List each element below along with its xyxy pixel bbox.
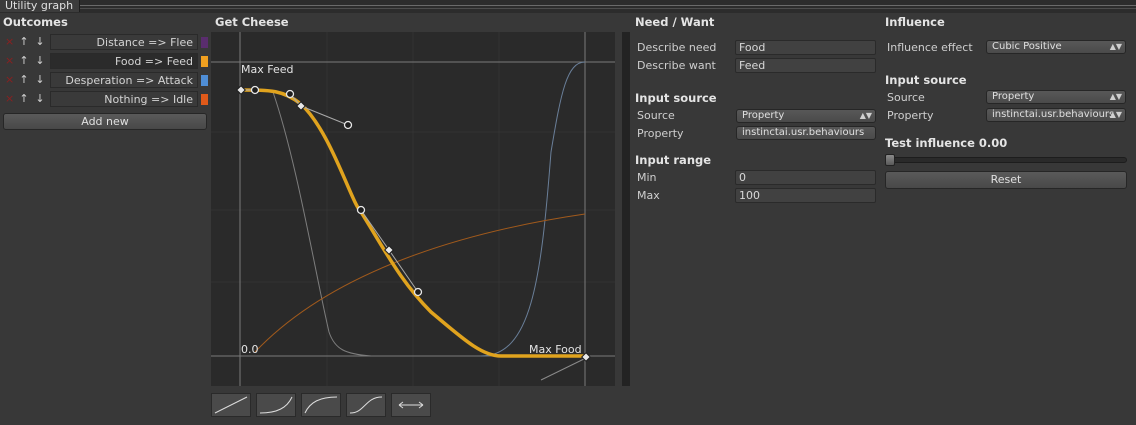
max-feed-label: Max Feed — [241, 63, 294, 76]
influence-property-dropdown[interactable]: instinctai.usr.behaviours ▲▼ — [986, 108, 1126, 122]
need-source-dropdown[interactable]: Property ▲▼ — [736, 109, 876, 123]
distance-flee-curve — [272, 91, 372, 357]
move-down-icon[interactable]: ↓ — [35, 35, 45, 48]
describe-need-label: Describe need — [637, 41, 717, 54]
title-divider — [80, 5, 1136, 6]
curve-graph-svg — [211, 32, 615, 386]
outcome-row[interactable]: × ↑ ↓ Nothing => Idle — [3, 91, 210, 108]
max-food-label: Max Food — [529, 343, 582, 356]
remove-outcome-icon[interactable]: × — [5, 73, 15, 86]
remove-outcome-icon[interactable]: × — [5, 54, 15, 67]
add-new-button[interactable]: Add new — [3, 113, 207, 130]
nothing-idle-curve — [254, 213, 586, 353]
graph-scrollbar[interactable] — [622, 32, 630, 386]
describe-want-label: Describe want — [637, 59, 716, 72]
zero-label: 0.0 — [241, 343, 259, 356]
need-property-label: Property — [637, 127, 684, 140]
keyframe-end — [581, 352, 591, 362]
need-want-header: Need / Want — [635, 15, 715, 29]
outcome-label[interactable]: Distance => Flee — [50, 34, 198, 50]
graph-grid — [211, 32, 615, 386]
remove-outcome-icon[interactable]: × — [5, 92, 15, 105]
control-handle-2 — [285, 89, 295, 99]
ease-out-shape-button[interactable] — [301, 393, 341, 417]
move-down-icon[interactable]: ↓ — [35, 73, 45, 86]
dropdown-arrow-icon: ▲▼ — [859, 111, 872, 120]
control-handle-1 — [250, 85, 260, 95]
window-title-tab[interactable]: Utility graph — [0, 0, 81, 12]
keyframe-start — [236, 85, 246, 95]
desperation-attack-curve — [480, 61, 586, 357]
test-influence-slider[interactable] — [885, 157, 1127, 163]
outcome-label[interactable]: Nothing => Idle — [50, 91, 198, 107]
s-curve-shape-icon — [349, 396, 383, 414]
influence-property-label: Property — [887, 109, 934, 122]
ease-out-shape-icon — [304, 396, 338, 414]
outcome-label[interactable]: Desperation => Attack — [50, 72, 198, 88]
control-points[interactable] — [250, 85, 423, 297]
outcome-row[interactable]: × ↑ ↓ Food => Feed — [3, 53, 210, 70]
outcome-row[interactable]: × ↑ ↓ Desperation => Attack — [3, 72, 210, 89]
outcome-color-swatch[interactable] — [201, 56, 208, 67]
outcome-color-swatch[interactable] — [201, 37, 208, 48]
need-property-value: instinctai.usr.behaviours — [742, 127, 865, 138]
ease-in-shape-button[interactable] — [256, 393, 296, 417]
influence-source-label: Source — [887, 91, 925, 104]
need-source-value: Property — [742, 110, 785, 121]
min-label: Min — [637, 171, 657, 184]
move-up-icon[interactable]: ↑ — [19, 54, 29, 67]
move-up-icon[interactable]: ↑ — [19, 73, 29, 86]
control-handle-3 — [343, 120, 353, 130]
move-down-icon[interactable]: ↓ — [35, 92, 45, 105]
max-label: Max — [637, 189, 660, 202]
describe-want-field[interactable]: Feed — [735, 58, 876, 73]
influence-property-value: instinctai.usr.behaviours — [992, 109, 1115, 120]
influence-header: Influence — [885, 15, 945, 29]
influence-source-value: Property — [992, 91, 1035, 102]
swap-horizontal-button[interactable] — [391, 393, 431, 417]
remove-outcome-icon[interactable]: × — [5, 35, 15, 48]
influence-input-source-header: Input source — [885, 73, 967, 87]
outcomes-header: Outcomes — [3, 15, 68, 29]
move-up-icon[interactable]: ↑ — [19, 92, 29, 105]
input-range-header: Input range — [635, 153, 712, 167]
s-curve-shape-button[interactable] — [346, 393, 386, 417]
move-up-icon[interactable]: ↑ — [19, 35, 29, 48]
need-property-dropdown[interactable]: instinctai.usr.behaviours — [736, 126, 876, 140]
dropdown-arrow-icon: ▲▼ — [1109, 42, 1122, 51]
swap-horizontal-icon — [398, 401, 424, 409]
outcome-color-swatch[interactable] — [201, 75, 208, 86]
need-input-source-header: Input source — [635, 91, 717, 105]
title-divider-secondary — [80, 8, 1136, 9]
outcome-row[interactable]: × ↑ ↓ Distance => Flee — [3, 34, 210, 51]
control-handle-5 — [413, 287, 423, 297]
linear-shape-icon — [214, 396, 248, 414]
influence-effect-label: Influence effect — [887, 41, 973, 54]
outcome-label[interactable]: Food => Feed — [50, 53, 198, 69]
outcome-color-swatch[interactable] — [201, 94, 208, 105]
dropdown-arrow-icon: ▲▼ — [1109, 92, 1122, 101]
need-source-label: Source — [637, 109, 675, 122]
max-field[interactable]: 100 — [735, 188, 876, 203]
end-handle-line — [540, 357, 587, 381]
describe-need-field[interactable]: Food — [735, 40, 876, 55]
keyframes[interactable] — [236, 85, 591, 362]
reset-button[interactable]: Reset — [885, 171, 1127, 189]
influence-source-dropdown[interactable]: Property ▲▼ — [986, 90, 1126, 104]
dropdown-arrow-icon: ▲▼ — [1109, 110, 1122, 119]
control-handle-4 — [356, 205, 366, 215]
title-bar — [0, 0, 1136, 13]
influence-effect-dropdown[interactable]: Cubic Positive ▲▼ — [986, 40, 1126, 54]
graph-header: Get Cheese — [215, 15, 289, 29]
linear-shape-button[interactable] — [211, 393, 251, 417]
move-down-icon[interactable]: ↓ — [35, 54, 45, 67]
test-influence-slider-thumb[interactable] — [885, 154, 895, 166]
keyframe-3 — [384, 245, 394, 255]
min-field[interactable]: 0 — [735, 170, 876, 185]
keyframe-2 — [296, 101, 306, 111]
curve-graph[interactable]: Max Feed 0.0 Max Food — [211, 32, 615, 386]
influence-effect-value: Cubic Positive — [992, 41, 1062, 52]
test-influence-label: Test influence 0.00 — [885, 136, 1008, 150]
ease-in-shape-icon — [259, 396, 293, 414]
